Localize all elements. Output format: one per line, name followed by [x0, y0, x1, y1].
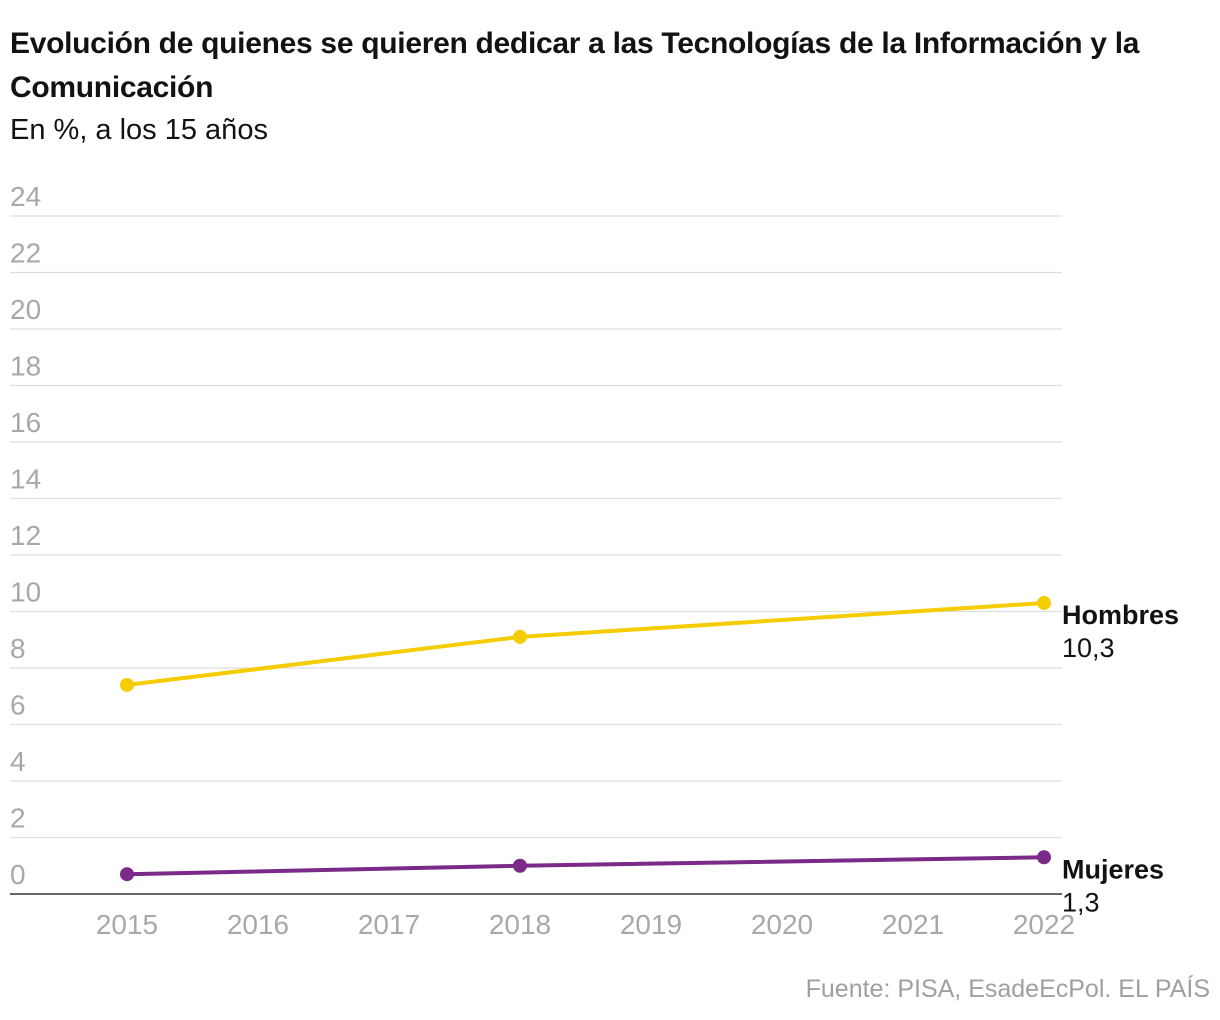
x-tick-label: 2016: [227, 909, 289, 940]
y-tick-label: 4: [10, 746, 26, 777]
y-tick-label: 20: [10, 294, 41, 325]
y-tick-label: 0: [10, 859, 26, 890]
y-tick-label: 16: [10, 407, 41, 438]
x-axis-ticks: 2015 2016 2017 2018 2019 2020 2021 2022: [96, 909, 1075, 940]
x-tick-label: 2020: [751, 909, 813, 940]
x-tick-label: 2017: [358, 909, 420, 940]
chart-title: Evolución de quienes se quieren dedicar …: [10, 27, 1140, 104]
data-point-hombres: [513, 629, 527, 644]
series-line-hombres: [125, 601, 1046, 687]
y-tick-label: 14: [10, 464, 41, 495]
y-tick-label: 6: [10, 690, 26, 721]
series-lines: [120, 596, 1051, 882]
gridlines: [10, 215, 1062, 895]
y-tick-label: 2: [10, 803, 26, 834]
y-tick-label: 24: [10, 181, 41, 212]
chart-subtitle: En %, a los 15 años: [10, 114, 268, 146]
y-tick-label: 8: [10, 633, 26, 664]
data-point-mujeres: [1037, 850, 1051, 865]
series-end-value: 1,3: [1062, 887, 1100, 917]
x-tick-label: 2021: [882, 909, 944, 940]
source-note: Fuente: PISA, EsadeEcPol. EL PAÍS: [805, 975, 1210, 1003]
x-tick-label: 2018: [489, 909, 551, 940]
series-end-value: 10,3: [1062, 633, 1115, 663]
y-tick-label: 22: [10, 238, 41, 269]
y-tick-label: 12: [10, 520, 41, 551]
x-tick-label: 2019: [620, 909, 682, 940]
data-point-hombres: [120, 677, 134, 692]
data-point-mujeres: [513, 858, 527, 873]
y-tick-label: 10: [10, 577, 41, 608]
x-tick-label: 2015: [96, 909, 158, 940]
x-tick-label: 2022: [1013, 909, 1075, 940]
series-name-label: Hombres: [1062, 600, 1179, 630]
data-point-hombres: [1037, 596, 1051, 611]
series-name-label: Mujeres: [1062, 854, 1164, 884]
series-line-mujeres: [125, 855, 1046, 877]
y-tick-label: 18: [10, 351, 41, 382]
data-point-mujeres: [120, 867, 134, 882]
